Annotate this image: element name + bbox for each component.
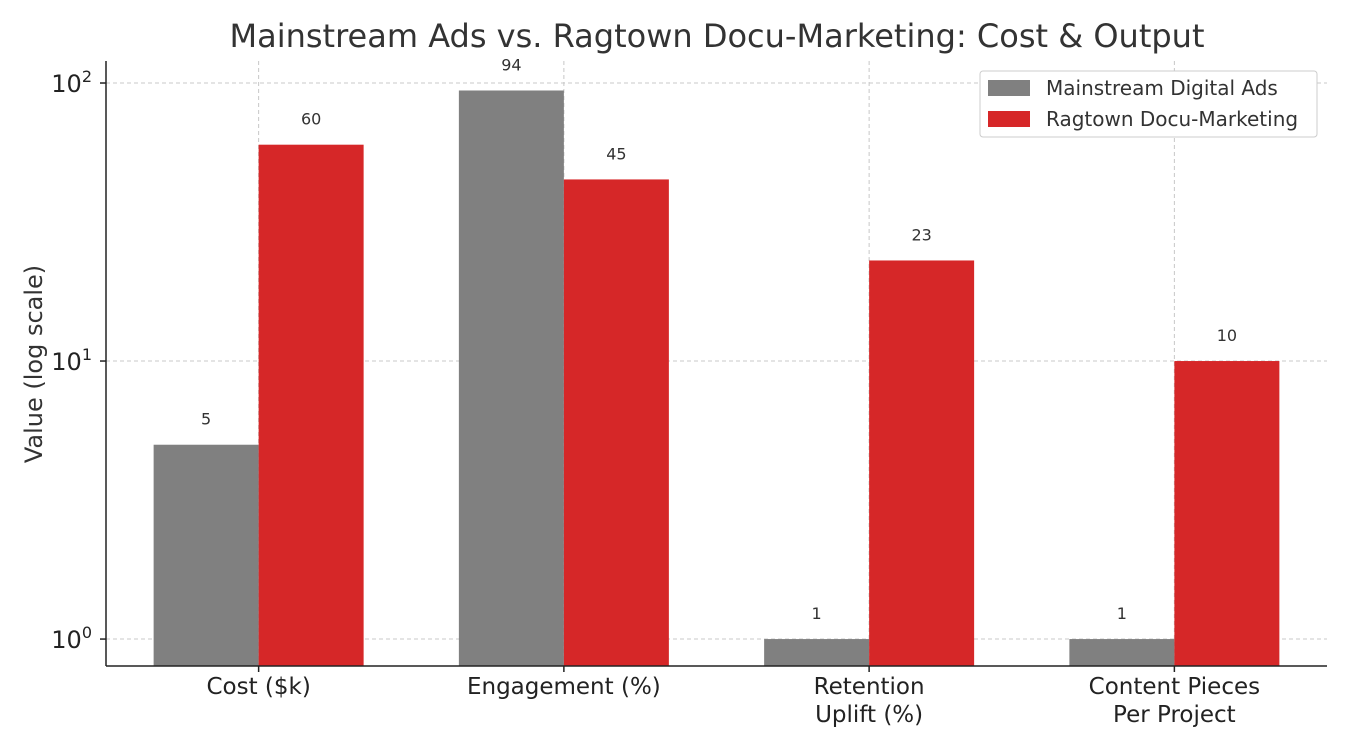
bar-ragtown-3 — [1174, 361, 1280, 666]
legend: Mainstream Digital Ads Ragtown Docu-Marke… — [979, 70, 1318, 138]
legend-swatch-1 — [988, 111, 1030, 127]
bar-ragtown-0 — [258, 144, 364, 666]
bar-mainstream-3 — [1069, 639, 1175, 666]
bar-ragtown-1 — [563, 179, 669, 666]
value-label-ragtown-3: 10 — [1217, 326, 1237, 345]
value-label-mainstream-3: 1 — [1117, 604, 1127, 623]
x-tick-label-1-0: Engagement (%) — [467, 674, 661, 700]
chart-title: Mainstream Ads vs. Ragtown Docu-Marketin… — [229, 17, 1204, 55]
value-label-ragtown-2: 23 — [911, 225, 931, 244]
bar-mainstream-2 — [764, 639, 870, 666]
x-tick-label-3-0: Content Pieces — [1089, 674, 1260, 700]
value-label-mainstream-1: 94 — [501, 55, 521, 74]
x-tick-label-2-0: Retention — [814, 674, 925, 700]
x-tick-label-3-1: Per Project — [1113, 702, 1236, 728]
legend-label-1: Ragtown Docu-Marketing — [1046, 107, 1298, 131]
y-axis-label: Value (log scale) — [20, 265, 48, 463]
bar-ragtown-2 — [869, 260, 975, 666]
bar-mainstream-0 — [153, 444, 259, 666]
bars-layer — [153, 90, 1280, 667]
legend-label-0: Mainstream Digital Ads — [1046, 76, 1278, 100]
y-tick-label-1: 101 — [51, 345, 92, 376]
bar-mainstream-1 — [458, 90, 564, 667]
legend-swatch-0 — [988, 80, 1030, 96]
legend-box — [979, 70, 1318, 138]
value-label-mainstream-0: 5 — [201, 410, 211, 429]
value-label-ragtown-0: 60 — [301, 110, 321, 129]
value-labels-layer: 5 94 1 1 60 45 23 10 — [201, 55, 1237, 623]
x-tick-label-0-0: Cost ($k) — [206, 674, 310, 700]
value-label-ragtown-1: 45 — [606, 144, 626, 163]
y-tick-label-0: 100 — [51, 623, 92, 654]
value-label-mainstream-2: 1 — [812, 604, 822, 623]
y-tick-label-2: 102 — [51, 67, 92, 98]
x-tick-label-2-1: Uplift (%) — [815, 702, 923, 728]
